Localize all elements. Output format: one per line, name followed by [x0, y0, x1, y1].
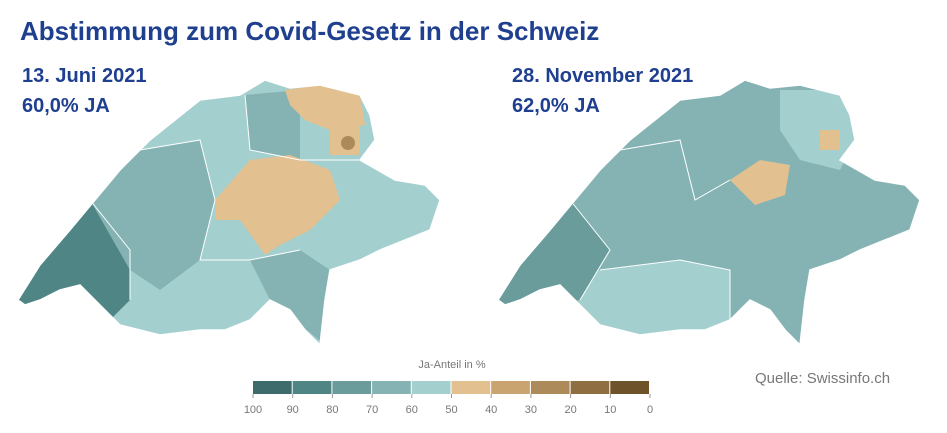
legend-swatch	[570, 381, 610, 394]
legend-swatch	[292, 381, 332, 394]
legend-swatch	[372, 381, 411, 394]
legend-swatch	[530, 381, 570, 394]
source: Quelle: Swissinfo.ch	[755, 370, 890, 387]
border	[139, 139, 301, 261]
title: Abstimmung zum Covid-Gesetz in der Schwe…	[20, 16, 599, 46]
map-result: 60,0% JA	[22, 95, 110, 117]
canton-area	[285, 85, 365, 130]
canton-area	[341, 136, 355, 150]
legend-swatch	[610, 381, 649, 394]
legend-tick-label: 60	[406, 404, 418, 416]
canton-area	[820, 130, 840, 150]
legend-tick-label: 70	[366, 404, 378, 416]
canton-area	[215, 155, 340, 255]
legend-tick-label: 20	[564, 404, 576, 416]
canton-area	[245, 90, 300, 160]
legend-tick-label: 30	[525, 404, 537, 416]
legend-tick-label: 0	[647, 404, 653, 416]
map-date: 28. November 2021	[512, 65, 693, 87]
legend-tick-label: 100	[244, 404, 262, 416]
map-date: 13. Juni 2021	[22, 65, 147, 87]
legend-swatch	[332, 381, 372, 394]
legend-tick-label: 50	[445, 404, 457, 416]
border	[89, 199, 131, 300]
border	[619, 139, 731, 201]
border	[244, 94, 360, 161]
legend-title: Ja-Anteil in %	[418, 359, 485, 371]
legend-swatch	[411, 381, 451, 394]
legend: 100 90 80 70 60 50 40 30 20 10 0	[244, 381, 653, 416]
border	[569, 199, 611, 301]
legend-tick-label: 90	[287, 404, 299, 416]
map-result: 62,0% JA	[512, 95, 600, 117]
canton-area	[250, 250, 330, 345]
border	[599, 259, 731, 320]
canton-area	[730, 160, 790, 205]
legend-tick-label: 10	[604, 404, 616, 416]
canton-area	[90, 140, 215, 290]
legend-swatch	[253, 381, 292, 394]
legend-swatch	[491, 381, 530, 394]
legend-swatch	[451, 381, 491, 394]
legend-tick-label: 80	[326, 404, 338, 416]
legend-tick-label: 40	[485, 404, 497, 416]
